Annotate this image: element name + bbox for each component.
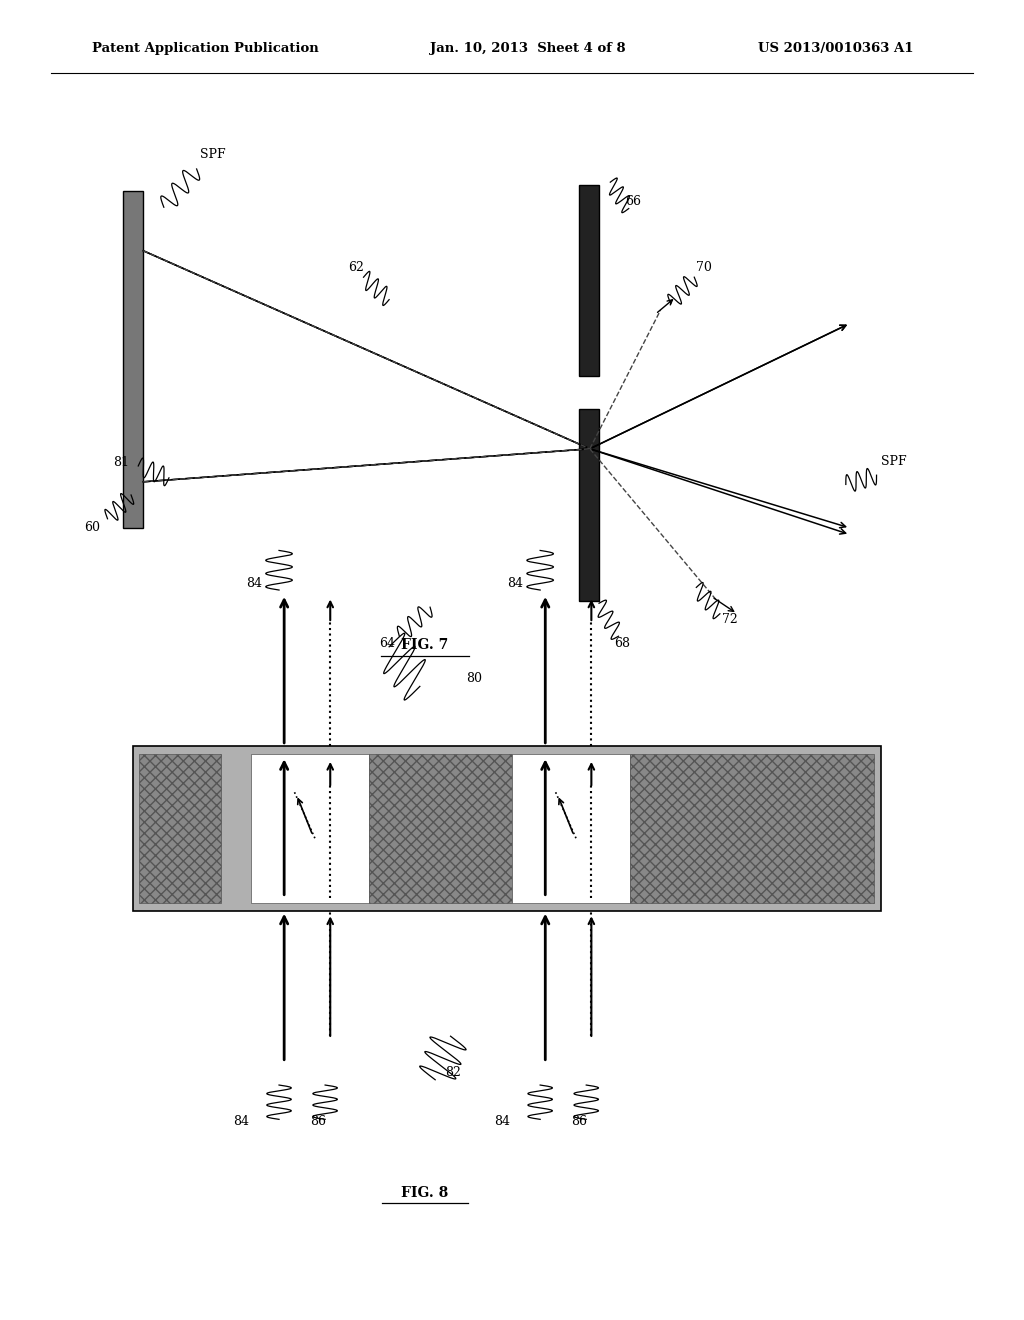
Text: FIG. 7: FIG. 7 (401, 639, 449, 652)
Text: 70: 70 (696, 260, 713, 273)
Bar (369, 754, 512, 903)
Text: 82: 82 (445, 1065, 462, 1078)
Text: 86: 86 (309, 1114, 326, 1127)
Bar (123, 191, 143, 528)
Text: 84: 84 (232, 1114, 249, 1127)
Text: 72: 72 (722, 612, 737, 626)
Text: Patent Application Publication: Patent Application Publication (92, 42, 318, 55)
Text: 86: 86 (571, 1114, 587, 1127)
Text: 84: 84 (508, 577, 523, 590)
Bar (630, 754, 874, 903)
Text: 84: 84 (246, 577, 262, 590)
Text: 60: 60 (84, 520, 100, 533)
Text: SPF: SPF (881, 454, 906, 467)
Text: FIG. 8: FIG. 8 (401, 1187, 449, 1200)
Bar (512, 754, 630, 903)
Text: 84: 84 (494, 1114, 510, 1127)
Text: Jan. 10, 2013  Sheet 4 of 8: Jan. 10, 2013 Sheet 4 of 8 (430, 42, 626, 55)
Text: 62: 62 (348, 260, 365, 273)
Bar (579, 185, 599, 376)
Text: US 2013/0010363 A1: US 2013/0010363 A1 (758, 42, 913, 55)
Text: 66: 66 (625, 194, 641, 207)
Bar (579, 409, 599, 601)
Bar (251, 754, 369, 903)
Text: SPF: SPF (200, 148, 225, 161)
Text: 81: 81 (113, 455, 129, 469)
Bar (133, 746, 881, 911)
Bar (139, 754, 221, 903)
Text: 68: 68 (614, 636, 631, 649)
Text: 80: 80 (466, 672, 482, 685)
Text: 64: 64 (379, 636, 395, 649)
